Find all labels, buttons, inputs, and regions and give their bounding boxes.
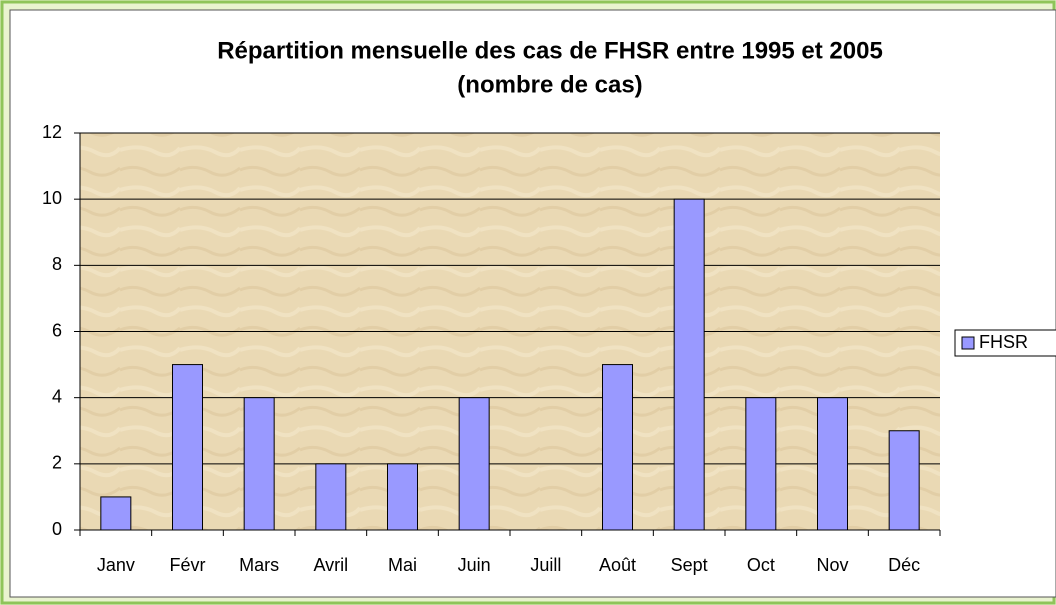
- y-tick-label: 12: [42, 122, 62, 142]
- legend-swatch: [961, 336, 975, 350]
- bar: [315, 463, 347, 531]
- x-tick-label: Oct: [747, 555, 775, 575]
- y-tick-label: 8: [52, 254, 62, 274]
- x-tick-label: Mai: [388, 555, 417, 575]
- x-tick-label: Août: [599, 555, 636, 575]
- x-tick-label: Juin: [458, 555, 491, 575]
- x-tick-label: Févr: [170, 555, 206, 575]
- bar: [387, 463, 418, 531]
- bar: [458, 397, 490, 531]
- y-tick-label: 0: [52, 519, 62, 539]
- y-tick-label: 6: [52, 320, 62, 340]
- bar: [673, 198, 705, 531]
- legend-label: FHSR: [979, 332, 1028, 352]
- x-tick-label: Janv: [97, 555, 135, 575]
- bar: [817, 397, 848, 531]
- x-tick-label: Avril: [313, 555, 348, 575]
- x-tick-label: Déc: [888, 555, 920, 575]
- bar: [172, 364, 203, 531]
- bar: [888, 430, 920, 531]
- x-tick-label: Sept: [671, 555, 708, 575]
- chart-title: Répartition mensuelle des cas de FHSR en…: [217, 37, 883, 64]
- x-tick-label: Mars: [239, 555, 279, 575]
- bar: [745, 397, 777, 531]
- y-tick-label: 2: [52, 453, 62, 473]
- bar: [243, 397, 275, 531]
- chart-subtitle: (nombre de cas): [457, 71, 642, 98]
- y-tick-label: 10: [42, 188, 62, 208]
- bar: [100, 496, 132, 531]
- y-tick-label: 4: [52, 386, 62, 406]
- x-tick-label: Juill: [530, 555, 561, 575]
- x-tick-label: Nov: [816, 555, 848, 575]
- bar: [602, 364, 633, 531]
